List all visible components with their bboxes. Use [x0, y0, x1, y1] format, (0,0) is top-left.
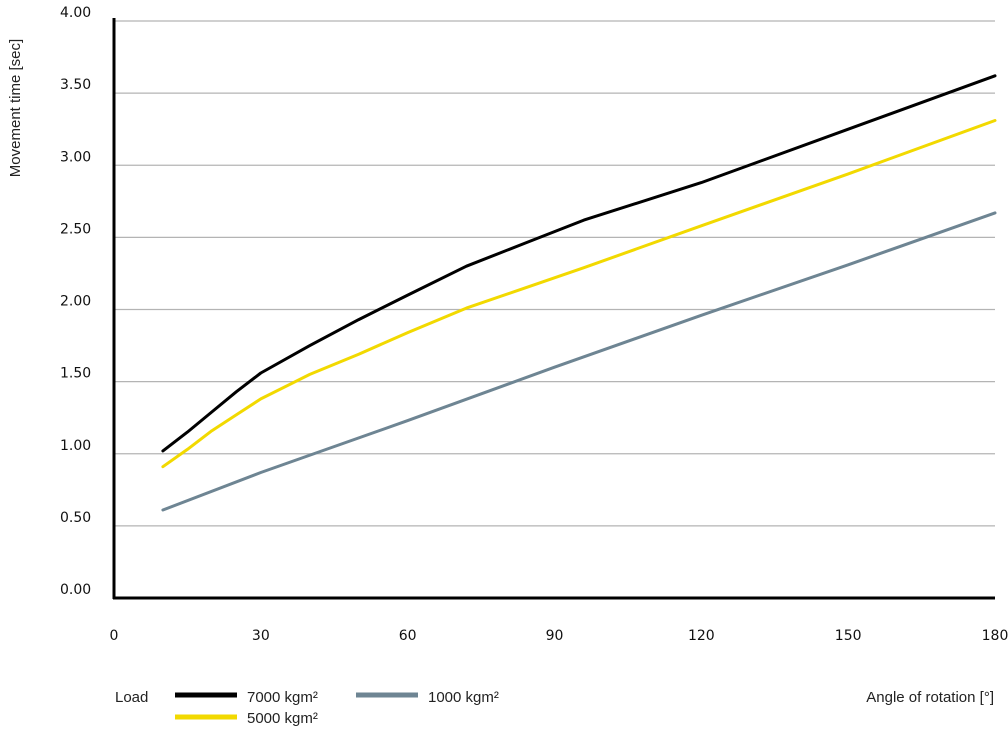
y-axis-title: Movement time [sec] — [7, 39, 24, 177]
series-line-1 — [161, 74, 997, 453]
x-tick-label: 0 — [110, 628, 119, 644]
legend-label: 5000 kgm² — [247, 710, 318, 727]
y-tick-label: 1.50 — [60, 366, 91, 382]
x-tick-label: 30 — [252, 628, 270, 644]
x-tick-labels: 0 30 60 90 120 150 180 — [110, 628, 1008, 644]
x-tick-label: 90 — [546, 628, 564, 644]
y-tick-label: 3.00 — [60, 149, 91, 165]
grid-lines — [114, 20, 995, 527]
y-tick-labels: 0.00 0.50 1.00 1.50 2.00 2.50 3.00 3.50 4.00 — [60, 5, 91, 598]
y-tick-label: 1.00 — [60, 438, 91, 454]
y-tick-label: 3.50 — [60, 77, 91, 93]
y-tick-label: 0.00 — [60, 582, 91, 598]
x-axis-title: Angle of rotation [°] — [866, 689, 994, 706]
y-tick-label: 2.00 — [60, 294, 91, 310]
x-tick-label: 60 — [399, 628, 417, 644]
legend-title: Load — [115, 689, 148, 706]
y-tick-label: 0.50 — [60, 510, 91, 526]
legend-label: 7000 kgm² — [247, 689, 318, 706]
y-tick-label: 4.00 — [60, 5, 91, 21]
x-tick-label: 150 — [835, 628, 862, 644]
legend-items: 7000 kgm² 5000 kgm² 1000 kgm² — [175, 689, 499, 727]
series-line-3 — [161, 211, 997, 512]
legend-label: 1000 kgm² — [428, 689, 499, 706]
legend: Load 7000 kgm² 5000 kgm² 1000 kgm² — [115, 689, 499, 727]
series-line-2 — [161, 119, 997, 469]
y-tick-label: 2.50 — [60, 221, 91, 237]
x-tick-label: 180 — [982, 628, 1008, 644]
x-tick-label: 120 — [688, 628, 715, 644]
series-lines — [161, 74, 997, 512]
axes — [112, 18, 995, 600]
